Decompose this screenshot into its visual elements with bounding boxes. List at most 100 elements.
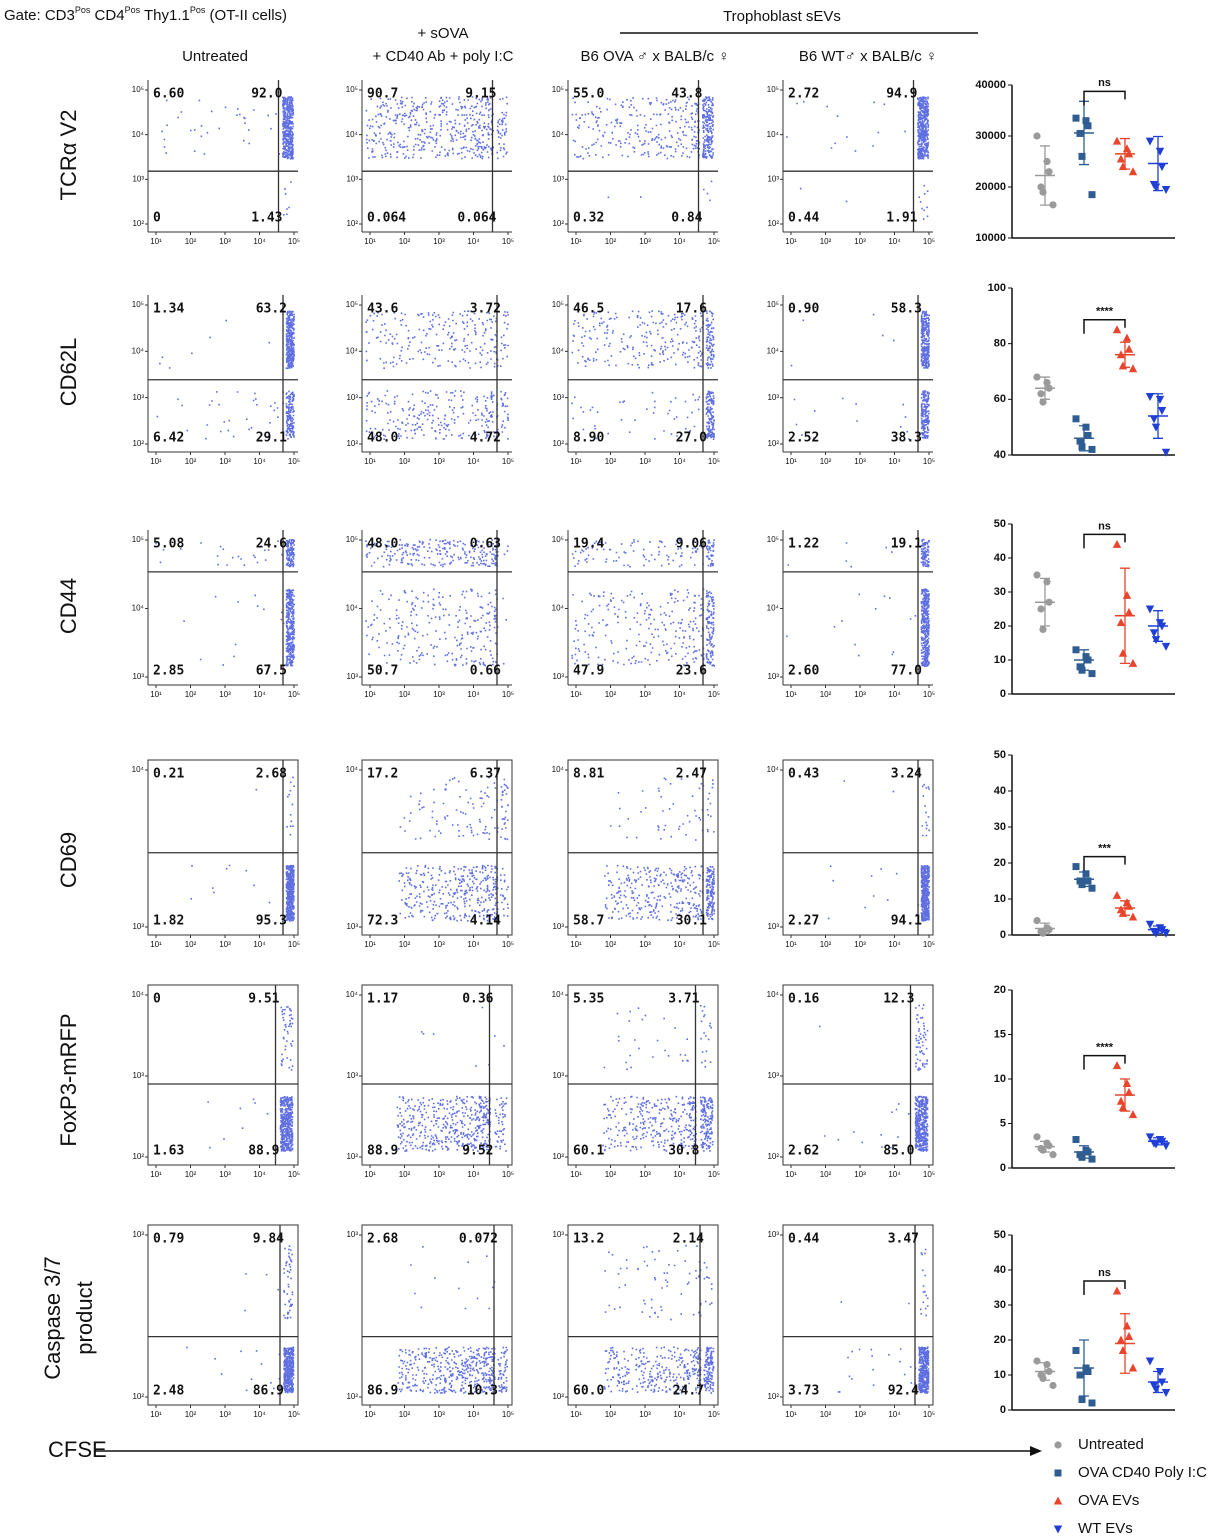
x-tick-label: 10⁵ (923, 457, 935, 466)
y-tick-label: 10³ (132, 393, 144, 402)
quadrant-value: 72.3 (367, 914, 398, 929)
x-tick-label: 10² (399, 237, 411, 246)
events (503, 545, 509, 556)
panel-frame (567, 984, 719, 1166)
events (799, 187, 848, 203)
x-tick-label: 10¹ (570, 690, 582, 699)
events (496, 96, 508, 160)
y-tick-label: 0 (1000, 688, 1006, 700)
legend-label: OVA CD40 Poly I:C (1078, 1464, 1207, 1481)
quadrant-value: 0.072 (459, 1232, 498, 1247)
point (1112, 539, 1122, 548)
x-tick-label: 10⁴ (888, 940, 901, 949)
quadrant-value: 85.0 (883, 1144, 914, 1159)
y-tick-label: 10² (346, 1152, 358, 1161)
point (1072, 114, 1080, 122)
quadrant-value: 0.66 (470, 664, 501, 679)
events (399, 776, 499, 840)
y-tick-label: 10² (132, 439, 144, 448)
bracket (1083, 1054, 1126, 1070)
panel-frame (567, 1224, 719, 1406)
quadrant-value: 2.14 (673, 1232, 704, 1247)
x-tick-label: 10² (605, 1410, 617, 1419)
point (1033, 373, 1041, 381)
point (1155, 395, 1165, 404)
quadrant-value: 3.47 (888, 1232, 919, 1247)
events (397, 1346, 496, 1394)
point (1076, 437, 1084, 445)
point (1157, 622, 1167, 631)
quadrant-value: 6.37 (470, 767, 501, 782)
point (1157, 163, 1167, 172)
events (920, 390, 930, 439)
point (1078, 443, 1086, 451)
quadrant-value: 0.36 (462, 992, 493, 1007)
quadrant-value: 9.15 (465, 87, 496, 102)
point (1124, 1087, 1134, 1096)
y-tick-label: 10⁴ (132, 604, 145, 613)
x-tick-label: 10³ (639, 690, 651, 699)
events (705, 590, 715, 667)
events (365, 310, 499, 369)
x-tick-label: 10⁵ (923, 1170, 935, 1179)
quadrant-value: 6.42 (153, 431, 184, 446)
quadrant-value: 58.7 (573, 914, 604, 929)
point (1084, 656, 1092, 664)
legend-label: OVA EVs (1078, 1492, 1139, 1509)
events (396, 1095, 492, 1152)
x-tick-label: 10³ (219, 457, 231, 466)
x-tick-label: 10⁵ (502, 690, 514, 699)
y-tick-label: 10³ (552, 174, 564, 183)
quadrant-value: 92.0 (251, 87, 282, 102)
x-tick-label: 10⁵ (923, 690, 935, 699)
point (1157, 1378, 1167, 1387)
y-tick-label: 10⁵ (346, 535, 358, 544)
x-tick-label: 10⁴ (673, 457, 686, 466)
x-tick-label: 10² (185, 940, 197, 949)
quadrant-value: 1.22 (788, 537, 819, 552)
events (398, 864, 499, 922)
y-tick-label: 20000 (975, 181, 1006, 193)
events (282, 96, 295, 160)
quadrant-value: 95.3 (256, 914, 287, 929)
x-tick-label: 10² (399, 690, 411, 699)
quadrant-value: 2.48 (153, 1384, 184, 1399)
point (1033, 571, 1041, 579)
y-tick-label: 10² (767, 1392, 779, 1401)
x-tick-label: 10³ (639, 1410, 651, 1419)
y-tick-label: 10³ (132, 1071, 144, 1080)
quadrant-value: 50.7 (367, 664, 398, 679)
point (1084, 1368, 1092, 1375)
events (603, 1007, 689, 1071)
x-tick-label: 10⁴ (467, 457, 480, 466)
x-tick-label: 10⁵ (288, 940, 300, 949)
y-tick-label: 60 (994, 393, 1006, 405)
y-tick-label: 10³ (346, 672, 358, 681)
y-tick-label: 10⁴ (552, 346, 565, 355)
point (1053, 1525, 1063, 1534)
x-tick-label: 10³ (219, 1170, 231, 1179)
quadrant-value: 0 (153, 211, 161, 226)
y-tick-label: 0 (1000, 929, 1006, 941)
events (920, 865, 930, 922)
events (609, 777, 705, 841)
quadrant-value: 9.06 (676, 537, 707, 552)
events (285, 310, 295, 370)
point (1033, 1357, 1041, 1365)
quadrant-value: 0.90 (788, 302, 819, 317)
y-tick-label: 10⁴ (132, 765, 145, 774)
y-tick-label: 20 (994, 620, 1006, 632)
x-tick-label: 10⁵ (708, 940, 720, 949)
events (279, 1096, 294, 1152)
quadrant-value: 2.60 (788, 664, 819, 679)
events (699, 1096, 714, 1152)
row-label: CD62L (56, 338, 81, 406)
x-tick-label: 10² (185, 237, 197, 246)
quadrant-value: 60.0 (573, 1384, 604, 1399)
y-tick-label: 10² (346, 219, 358, 228)
point (1151, 423, 1161, 432)
y-tick-label: 10³ (552, 1230, 564, 1239)
point (1088, 1155, 1096, 1163)
point (1161, 1142, 1171, 1151)
panel-frame (567, 759, 719, 936)
